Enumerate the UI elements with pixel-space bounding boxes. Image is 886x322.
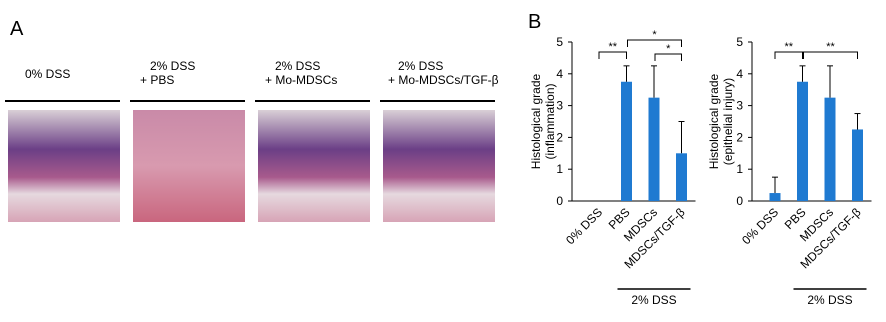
significance-label: ** xyxy=(784,41,793,53)
caption: + PBS xyxy=(140,73,174,87)
y-tick-label: 3 xyxy=(556,99,563,113)
significance-bracket xyxy=(598,51,627,59)
bar xyxy=(824,97,836,201)
y-tick-label: 3 xyxy=(736,99,743,113)
y-tick-label: 2 xyxy=(556,130,563,144)
caption: + Mo-MDSCs xyxy=(265,73,337,87)
bar xyxy=(621,81,632,201)
histology-image xyxy=(258,110,370,222)
y-tick-label: 1 xyxy=(556,162,563,176)
panel-label: A xyxy=(10,18,24,40)
caption: 2% DSS xyxy=(398,59,443,73)
significance-bracket xyxy=(774,51,803,59)
significance-label: ** xyxy=(608,41,617,53)
y-tick-label: 0 xyxy=(736,194,743,208)
y-axis-label: (inflammation) xyxy=(543,83,557,159)
significance-bracket xyxy=(627,39,682,47)
panel-label: B xyxy=(528,11,541,33)
caption: 2% DSS xyxy=(150,59,195,73)
significance-label: * xyxy=(652,29,657,41)
bar xyxy=(676,153,687,201)
y-axis-label: (epithelial injury) xyxy=(721,78,735,165)
y-tick-label: 4 xyxy=(556,67,563,81)
bar xyxy=(648,97,660,201)
caption: 0% DSS xyxy=(25,67,70,81)
y-tick-label: 5 xyxy=(736,35,743,49)
y-tick-label: 4 xyxy=(736,67,743,81)
bar xyxy=(852,129,863,201)
histology-image xyxy=(8,110,120,222)
bar xyxy=(769,193,781,201)
caption: + Mo-MDSCs/TGF-β xyxy=(388,73,499,87)
significance-label: * xyxy=(666,43,671,55)
significance-label: ** xyxy=(826,41,835,53)
y-axis-label: Histological grade xyxy=(529,73,543,169)
histology-image xyxy=(383,110,495,222)
significance-bracket xyxy=(654,53,682,61)
bar xyxy=(797,81,808,201)
caption: 2% DSS xyxy=(275,59,320,73)
histology-image xyxy=(133,110,245,222)
x-tick-label: 0% DSS xyxy=(739,205,781,247)
x-tick-label: 0% DSS xyxy=(563,205,605,247)
group-label: 2% DSS xyxy=(631,293,676,307)
y-tick-label: 2 xyxy=(736,130,743,144)
group-label: 2% DSS xyxy=(807,293,852,307)
y-tick-label: 1 xyxy=(736,162,743,176)
y-tick-label: 5 xyxy=(556,35,563,49)
significance-bracket xyxy=(803,51,858,59)
y-tick-label: 0 xyxy=(556,194,563,208)
y-axis-label: Histological grade xyxy=(707,73,721,169)
